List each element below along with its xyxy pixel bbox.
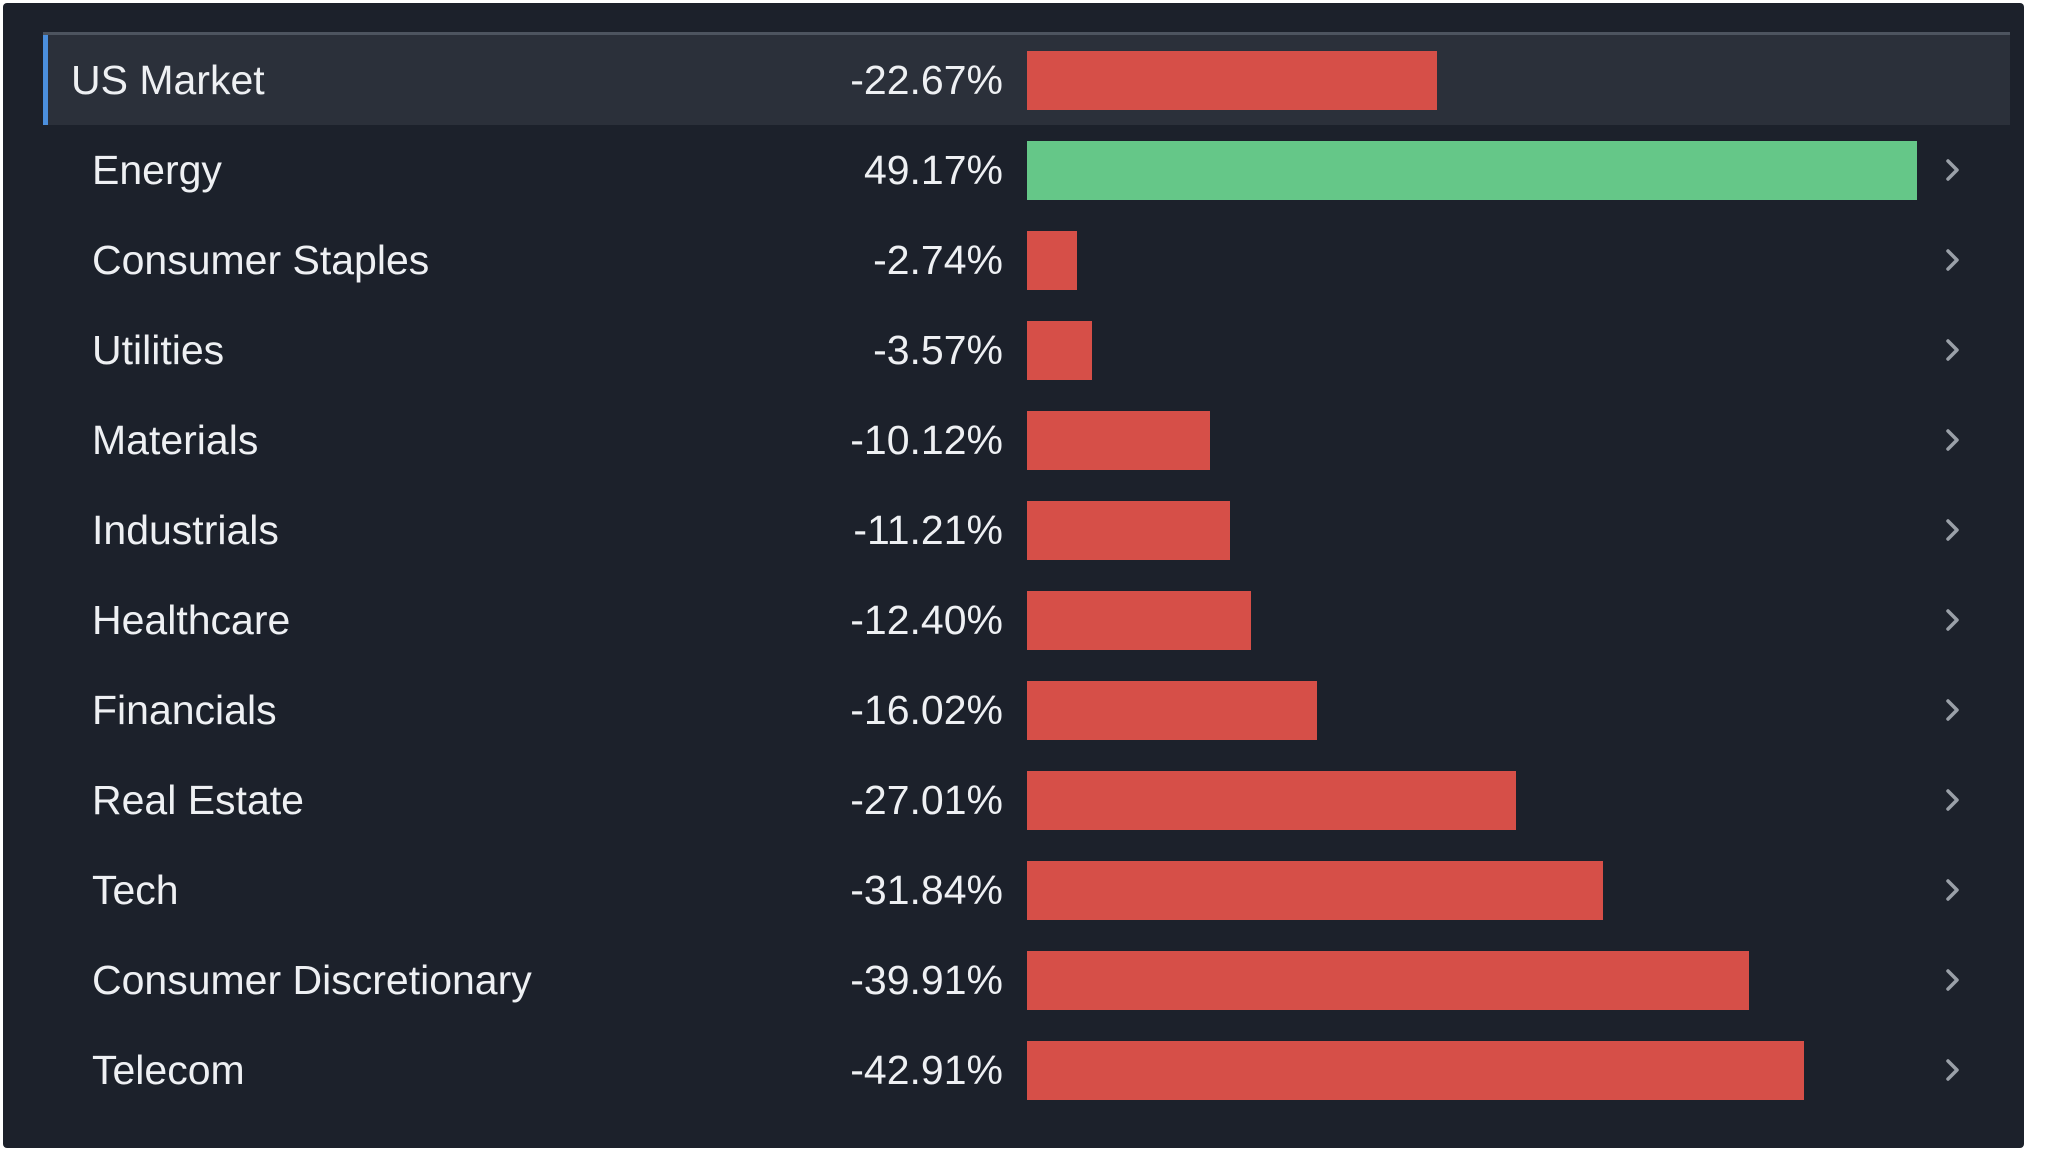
chevron-right-icon[interactable] bbox=[1939, 696, 1967, 724]
bar-label: Industrials bbox=[92, 507, 279, 553]
chevron-right-icon[interactable] bbox=[1939, 336, 1967, 364]
bar-label: Materials bbox=[92, 417, 259, 463]
value-label: -42.91% bbox=[850, 1047, 1003, 1093]
value-label: -16.02% bbox=[850, 687, 1003, 733]
sector-performance-panel: US Market -22.67% Energy 49.17% Consumer Sta… bbox=[3, 3, 2024, 1148]
value-label: -11.21% bbox=[853, 507, 1003, 553]
sector-row-healthcare[interactable]: Healthcare -12.40% bbox=[43, 575, 2010, 665]
value-label: -39.91% bbox=[850, 957, 1003, 1003]
bar-label: Healthcare bbox=[92, 597, 291, 643]
sector-list: US Market -22.67% Energy 49.17% Consumer Sta… bbox=[43, 35, 2010, 1115]
bar-label: Consumer Discretionary bbox=[92, 957, 532, 1003]
bar-mark bbox=[1027, 501, 1230, 560]
bar-mark bbox=[1027, 861, 1604, 920]
bar-label: US Market bbox=[71, 57, 265, 103]
value-label: 49.17% bbox=[863, 147, 1003, 193]
sector-row-real-estate[interactable]: Real Estate -27.01% bbox=[43, 755, 2010, 845]
sector-row-energy[interactable]: Energy 49.17% bbox=[43, 125, 2010, 215]
bar-mark bbox=[1027, 951, 1750, 1010]
value-label: -22.67% bbox=[850, 57, 1003, 103]
value-label: -27.01% bbox=[850, 777, 1003, 823]
chevron-right-icon[interactable] bbox=[1939, 876, 1967, 904]
bar-mark bbox=[1027, 681, 1317, 740]
chevron-right-icon[interactable] bbox=[1939, 1056, 1967, 1084]
value-label: -12.40% bbox=[850, 597, 1003, 643]
sector-row-telecom[interactable]: Telecom -42.91% bbox=[43, 1025, 2010, 1115]
sector-row-utilities[interactable]: Utilities -3.57% bbox=[43, 305, 2010, 395]
chevron-right-icon[interactable] bbox=[1939, 786, 1967, 814]
sector-row-financials[interactable]: Financials -16.02% bbox=[43, 665, 2010, 755]
bar-label: Financials bbox=[92, 687, 277, 733]
sector-row-consumer-staples[interactable]: Consumer Staples -2.74% bbox=[43, 215, 2010, 305]
market-summary-row: US Market -22.67% bbox=[43, 35, 2010, 125]
value-label: -10.12% bbox=[850, 417, 1003, 463]
bar-mark bbox=[1027, 321, 1092, 380]
bar-label: Telecom bbox=[92, 1047, 245, 1093]
value-label: -31.84% bbox=[850, 867, 1003, 913]
chevron-right-icon[interactable] bbox=[1939, 606, 1967, 634]
chevron-right-icon[interactable] bbox=[1939, 156, 1967, 184]
chevron-right-icon[interactable] bbox=[1939, 426, 1967, 454]
value-label: -3.57% bbox=[873, 327, 1003, 373]
bar-mark bbox=[1027, 771, 1516, 830]
chevron-right-icon[interactable] bbox=[1939, 246, 1967, 274]
bar-mark bbox=[1027, 1041, 1804, 1100]
sector-row-materials[interactable]: Materials -10.12% bbox=[43, 395, 2010, 485]
bar-label: Tech bbox=[92, 867, 179, 913]
bar-mark bbox=[1027, 591, 1252, 650]
sector-row-industrials[interactable]: Industrials -11.21% bbox=[43, 485, 2010, 575]
bar-label: Consumer Staples bbox=[92, 237, 430, 283]
chevron-right-icon[interactable] bbox=[1939, 516, 1967, 544]
bar-mark bbox=[1027, 141, 1917, 200]
bar-mark bbox=[1027, 411, 1211, 470]
bar-label: Energy bbox=[92, 147, 222, 193]
bar-mark bbox=[1027, 51, 1438, 110]
top-divider bbox=[43, 32, 2010, 35]
bar-label: Real Estate bbox=[92, 777, 304, 823]
value-label: -2.74% bbox=[873, 237, 1003, 283]
sector-row-consumer-discretionary[interactable]: Consumer Discretionary -39.91% bbox=[43, 935, 2010, 1025]
selection-accent bbox=[43, 35, 48, 125]
bar-label: Utilities bbox=[92, 327, 225, 373]
sector-row-tech[interactable]: Tech -31.84% bbox=[43, 845, 2010, 935]
bar-mark bbox=[1027, 231, 1077, 290]
chevron-right-icon[interactable] bbox=[1939, 966, 1967, 994]
